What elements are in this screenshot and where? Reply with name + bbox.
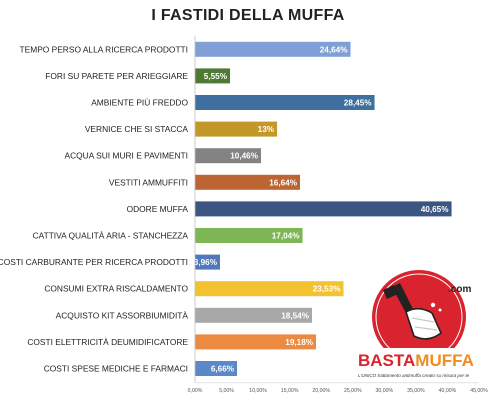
bar — [195, 121, 278, 137]
category-label: VESTITI AMMUFFITI — [109, 177, 188, 187]
category-label: TEMPO PERSO ALLA RICERCA PRODOTTI — [20, 44, 188, 54]
logo-tagline: L'UNICO trattamento antimuffa creato su … — [358, 373, 470, 378]
data-label: 13% — [258, 125, 275, 134]
x-tick-label: 15,00% — [281, 388, 299, 394]
data-label: 23,53% — [313, 285, 341, 294]
x-tick-label: 30,00% — [376, 388, 394, 394]
paint-roller-icon — [372, 270, 466, 364]
x-tick-label: 5,00% — [219, 388, 234, 394]
category-label: COSTI ELETTRICITÀ DEUMIDIFICATORE — [27, 337, 188, 347]
logo-wordmark: BASTAMUFFA — [358, 351, 474, 370]
bar — [195, 307, 313, 323]
x-tick-label: 0,00% — [188, 388, 203, 394]
data-label: 18,54% — [281, 311, 309, 320]
plot-area: TEMPO PERSO ALLA RICERCA PRODOTTI 24,64% F… — [0, 41, 452, 376]
logo-brand-part2: MUFFA — [415, 351, 474, 370]
logo-domain: .com — [448, 284, 471, 295]
bar — [195, 41, 351, 57]
data-label: 19,18% — [285, 338, 313, 347]
bar — [195, 254, 220, 270]
data-label: 3,96% — [194, 258, 218, 267]
x-tick-label: 40,00% — [439, 388, 457, 394]
logo-brand-part1: BASTA — [358, 351, 415, 370]
category-label: VERNICE CHE SI STACCA — [85, 124, 189, 134]
category-label: CATTIVA QUALITÀ ARIA - STANCHEZZA — [33, 231, 189, 241]
data-label: 5,55% — [204, 72, 228, 81]
category-label: FORI SU PARETE PER ARIEGGIARE — [45, 71, 188, 81]
data-label: 6,66% — [211, 365, 235, 374]
x-tick-label: 35,00% — [407, 388, 425, 394]
bar — [195, 361, 238, 376]
data-label: 24,64% — [320, 45, 348, 54]
category-label: ODORE MUFFA — [127, 204, 189, 214]
bar — [195, 201, 452, 217]
bastamuffa-logo: BASTAMUFFA .com L'UNICO trattamento anti… — [356, 270, 480, 378]
category-label: AMBIENTE PIÙ FREDDO — [91, 98, 188, 108]
x-tick-label: 20,00% — [312, 388, 330, 394]
category-label: COSTI CARBURANTE PER RICERCA PRODOTTI — [0, 257, 188, 267]
bar — [195, 281, 344, 297]
bar — [195, 174, 301, 190]
bar — [195, 228, 303, 243]
category-label: CONSUMI EXTRA RISCALDAMENTO — [44, 284, 188, 294]
x-tick-label: 10,00% — [249, 388, 267, 394]
x-tick-label: 25,00% — [344, 388, 362, 394]
bar — [195, 148, 262, 164]
data-label: 17,04% — [272, 232, 300, 241]
bar — [195, 68, 231, 84]
data-label: 10,46% — [230, 152, 258, 161]
x-tick-label: 45,00% — [470, 388, 488, 394]
category-label: COSTI SPESE MEDICHE E FARMACI — [44, 364, 188, 374]
category-label: ACQUA SUI MURI E PAVIMENTI — [65, 151, 188, 161]
data-label: 40,65% — [421, 205, 449, 214]
bar — [195, 334, 317, 350]
x-axis: 0,00% 5,00% 10,00% 15,00% 20,00% 25,00% 30,00%… — [188, 36, 488, 394]
chart-title: I FASTIDI DELLA MUFFA — [151, 7, 344, 24]
category-label: ACQUISTO KIT ASSORBIUMIDITÀ — [56, 310, 189, 320]
data-label: 28,45% — [344, 99, 372, 108]
data-label: 16,64% — [269, 178, 297, 187]
bar — [195, 95, 375, 110]
